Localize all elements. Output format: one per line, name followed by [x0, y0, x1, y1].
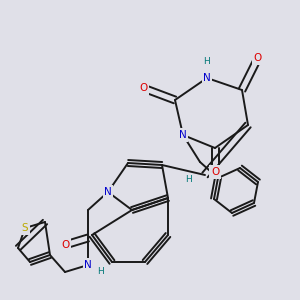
Text: O: O: [61, 240, 69, 250]
Text: N: N: [84, 260, 92, 270]
Text: N: N: [104, 187, 112, 197]
Text: O: O: [254, 53, 262, 63]
Text: S: S: [22, 223, 28, 233]
Text: N: N: [203, 73, 211, 83]
Text: H: H: [97, 268, 104, 277]
Text: O: O: [139, 83, 147, 93]
Text: O: O: [211, 167, 219, 177]
Text: H: H: [204, 58, 210, 67]
Text: N: N: [179, 130, 187, 140]
Text: H: H: [184, 176, 191, 184]
